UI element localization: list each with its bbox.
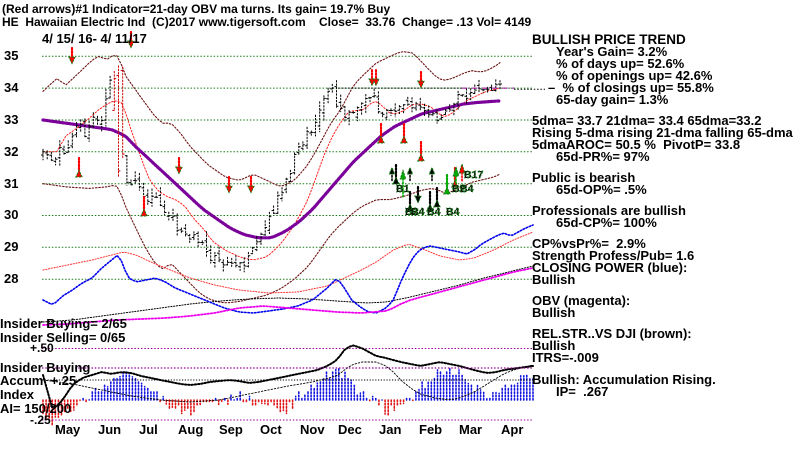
svg-text:B1: B1 (396, 183, 410, 195)
svg-text:B4: B4 (427, 206, 441, 218)
svg-text:B17: B17 (464, 169, 483, 181)
svg-text:B4: B4 (446, 206, 460, 218)
svg-text:B4: B4 (460, 183, 474, 195)
svg-text:B4: B4 (411, 206, 425, 218)
